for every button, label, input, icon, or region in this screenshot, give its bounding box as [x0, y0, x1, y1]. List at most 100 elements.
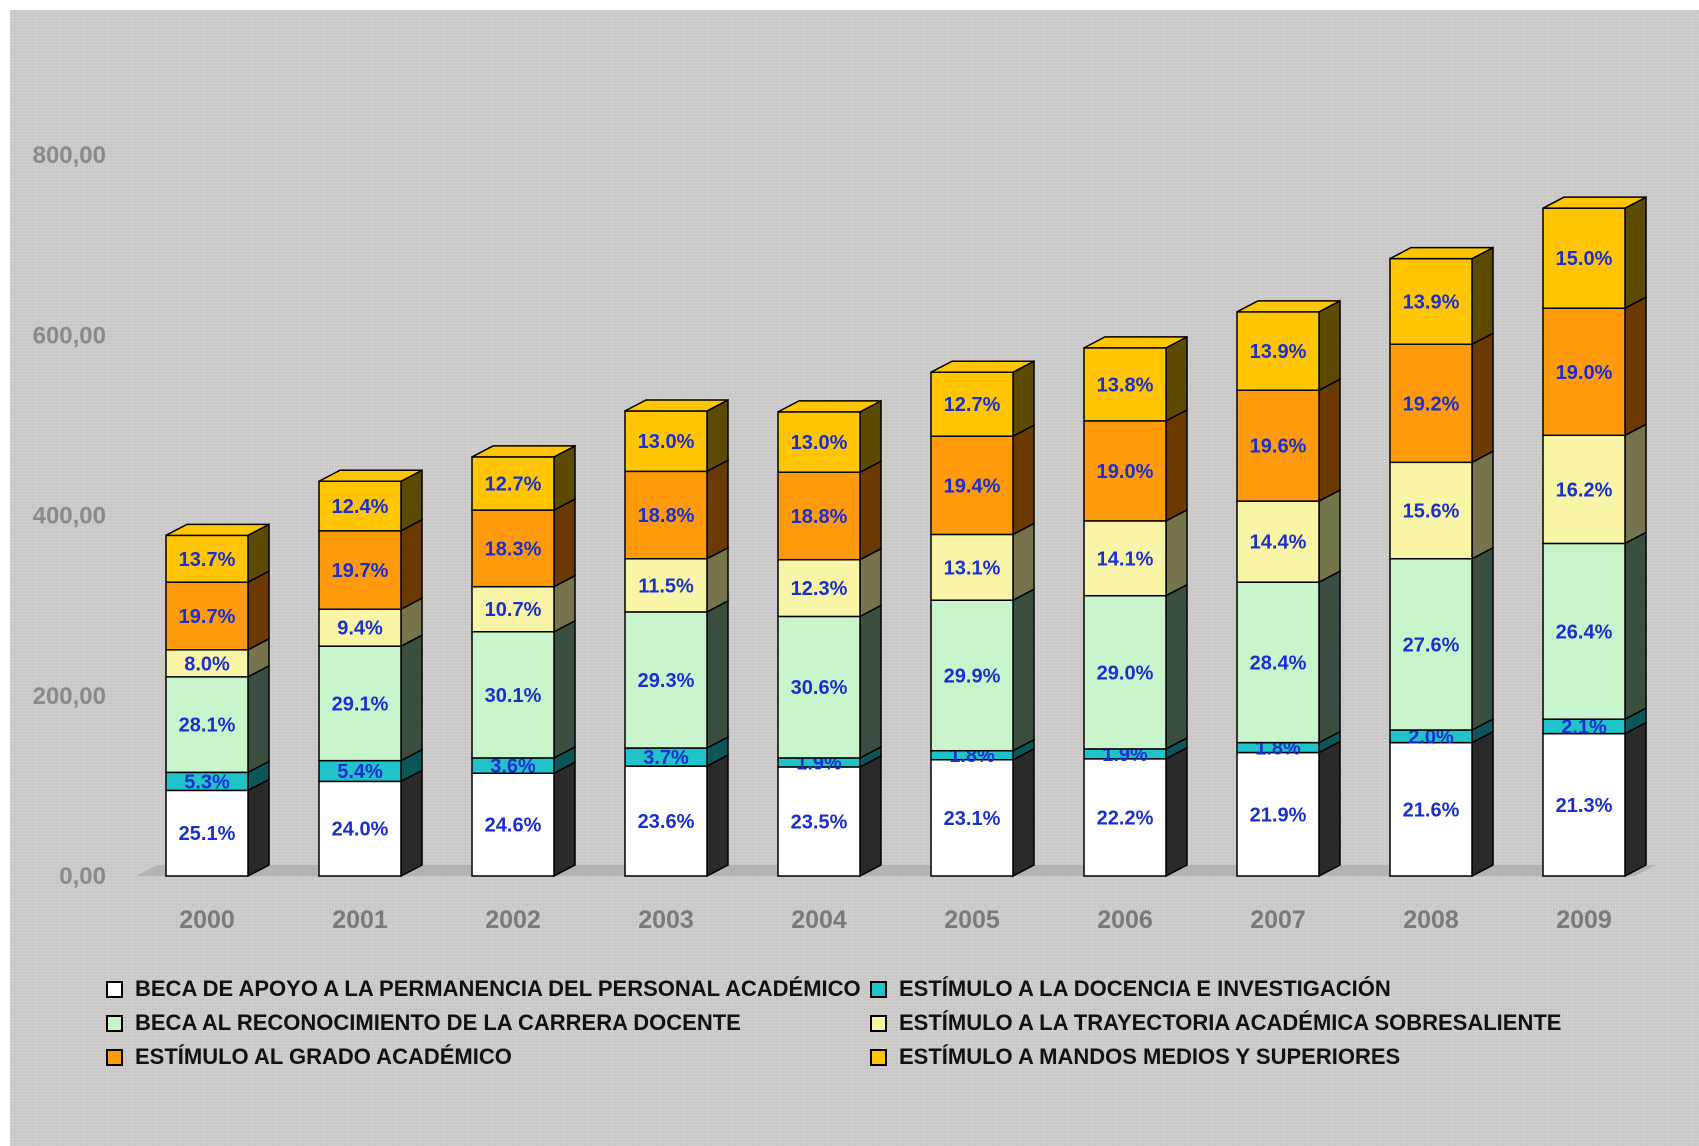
data-label: 14.1%: [1097, 548, 1154, 570]
x-tick-label: 2003: [638, 906, 694, 934]
bar-segment-side: [1318, 488, 1341, 584]
bar-segment-side: [1165, 408, 1188, 523]
bar-segment-side: [1624, 721, 1647, 878]
data-label: 15.0%: [1556, 248, 1613, 270]
data-label: 21.6%: [1403, 799, 1460, 821]
bar-segment: [624, 611, 708, 749]
legend-swatch: [106, 1048, 123, 1066]
y-tick-label: 200,00: [33, 683, 106, 710]
data-label: 9.4%: [337, 618, 383, 640]
data-label: 5.4%: [337, 761, 383, 783]
data-label: 18.8%: [791, 506, 848, 528]
bar-segment-side: [1165, 508, 1188, 597]
bar-segment-side: [247, 664, 270, 774]
data-label: 13.8%: [1097, 374, 1154, 396]
bar-top-face: [624, 399, 729, 412]
bar-segment: [1542, 207, 1626, 309]
bar-segment-side: [706, 599, 729, 750]
data-label: 12.7%: [944, 394, 1001, 416]
bar-segment: [930, 435, 1014, 536]
data-label: 14.4%: [1250, 532, 1307, 554]
bar-segment: [165, 676, 249, 774]
bar-segment: [471, 509, 555, 588]
bar-top-face: [471, 445, 576, 458]
x-tick-label: 2000: [179, 906, 235, 934]
bar-segment-side: [553, 619, 576, 760]
bar-segment-side: [247, 569, 270, 652]
data-label: 10.7%: [485, 599, 542, 621]
bar-segment-side: [1012, 747, 1035, 878]
x-tick-label: 2009: [1556, 906, 1612, 934]
y-tick-label: 600,00: [33, 322, 106, 349]
data-label: 24.6%: [485, 815, 542, 837]
data-label: 19.0%: [1097, 461, 1154, 483]
bar-segment: [1389, 741, 1473, 877]
x-tick-label: 2007: [1250, 906, 1306, 934]
data-label: 13.9%: [1250, 341, 1307, 363]
bar-segment-side: [400, 518, 423, 611]
bar-segment: [777, 766, 861, 877]
bar-segment: [1083, 420, 1167, 522]
legend-label: ESTÍMULO A LA TRAYECTORIA ACADÉMICA SOBR…: [899, 1010, 1562, 1035]
bar-segment: [624, 558, 708, 613]
legend-swatch: [870, 980, 887, 998]
legend-item: ESTÍMULO A MANDOS MEDIOS Y SUPERIORES: [870, 1044, 1400, 1070]
stacked-bar-chart: 0,00 200,00 400,00 600,00 800,00 25.1% 5.3% 28.…: [33, 142, 1656, 934]
data-label: 28.4%: [1250, 652, 1307, 674]
legend-label: ESTÍMULO A MANDOS MEDIOS Y SUPERIORES: [899, 1044, 1401, 1069]
x-tick-label: 2005: [944, 906, 1000, 934]
bar-segment-side: [1318, 740, 1341, 878]
data-label: 24.0%: [332, 819, 389, 841]
x-tick-label: 2006: [1097, 906, 1153, 934]
bar-segment-side: [1624, 195, 1647, 310]
data-label: 11.5%: [638, 575, 694, 597]
data-label: 19.4%: [944, 475, 1001, 497]
legend-label: ESTÍMULO A LA DOCENCIA E INVESTIGACIÓN: [899, 976, 1391, 1001]
legend-label: BECA AL RECONOCIMIENTO DE LA CARRERA DOC…: [135, 1010, 741, 1035]
legend-item: ESTÍMULO A LA TRAYECTORIA ACADÉMICA SOBR…: [870, 1010, 1561, 1036]
legend-swatch: [106, 980, 123, 998]
bar-segment-side: [400, 633, 423, 762]
bar-segment: [1236, 389, 1320, 502]
bar-segment-side: [1012, 522, 1035, 602]
bar-segment: [318, 645, 402, 762]
bar-segment: [1083, 347, 1167, 422]
bar-segment-side: [706, 753, 729, 878]
x-tick-label: 2001: [332, 906, 388, 934]
x-tick-label: 2002: [485, 906, 541, 934]
data-label: 13.0%: [791, 432, 848, 454]
data-label: 2.0%: [1408, 726, 1454, 748]
bar-segment-side: [1012, 359, 1035, 438]
data-label: 3.7%: [643, 747, 689, 769]
bar-segment: [1236, 500, 1320, 583]
bar-segment: [1389, 257, 1473, 346]
bar-top-face: [777, 400, 882, 413]
legend-swatch: [870, 1014, 887, 1032]
data-label: 5.3%: [184, 771, 230, 793]
data-label: 23.6%: [638, 811, 695, 833]
legend-item: ESTÍMULO A LA DOCENCIA E INVESTIGACIÓN: [870, 976, 1391, 1002]
data-label: 15.6%: [1403, 501, 1460, 523]
bar-segment: [318, 480, 402, 532]
data-label: 26.4%: [1556, 621, 1613, 643]
bar-segment: [930, 758, 1014, 877]
bar-top-face: [165, 523, 270, 537]
bar-segment: [318, 780, 402, 877]
bar-segment: [1542, 307, 1626, 437]
bar-segment-side: [1318, 377, 1341, 503]
legend-swatch: [870, 1048, 887, 1066]
data-label: 28.1%: [179, 715, 236, 737]
bar-segment: [1389, 461, 1473, 560]
bar-segment-side: [1165, 335, 1188, 423]
data-label: 19.7%: [179, 606, 236, 628]
bar-segment: [930, 371, 1014, 437]
bar-segment-side: [1471, 730, 1494, 878]
bar-segment-side: [859, 460, 882, 561]
y-tick-label: 800,00: [33, 142, 106, 169]
data-label: 8.0%: [184, 653, 230, 675]
legend: BECA DE APOYO A LA PERMANENCIA DEL PERSO…: [10, 976, 1699, 1146]
legend-label: ESTÍMULO AL GRADO ACADÉMICO: [135, 1044, 512, 1069]
data-label: 30.1%: [485, 685, 542, 707]
bar-top-face: [318, 469, 423, 483]
data-label: 19.0%: [1556, 362, 1613, 384]
